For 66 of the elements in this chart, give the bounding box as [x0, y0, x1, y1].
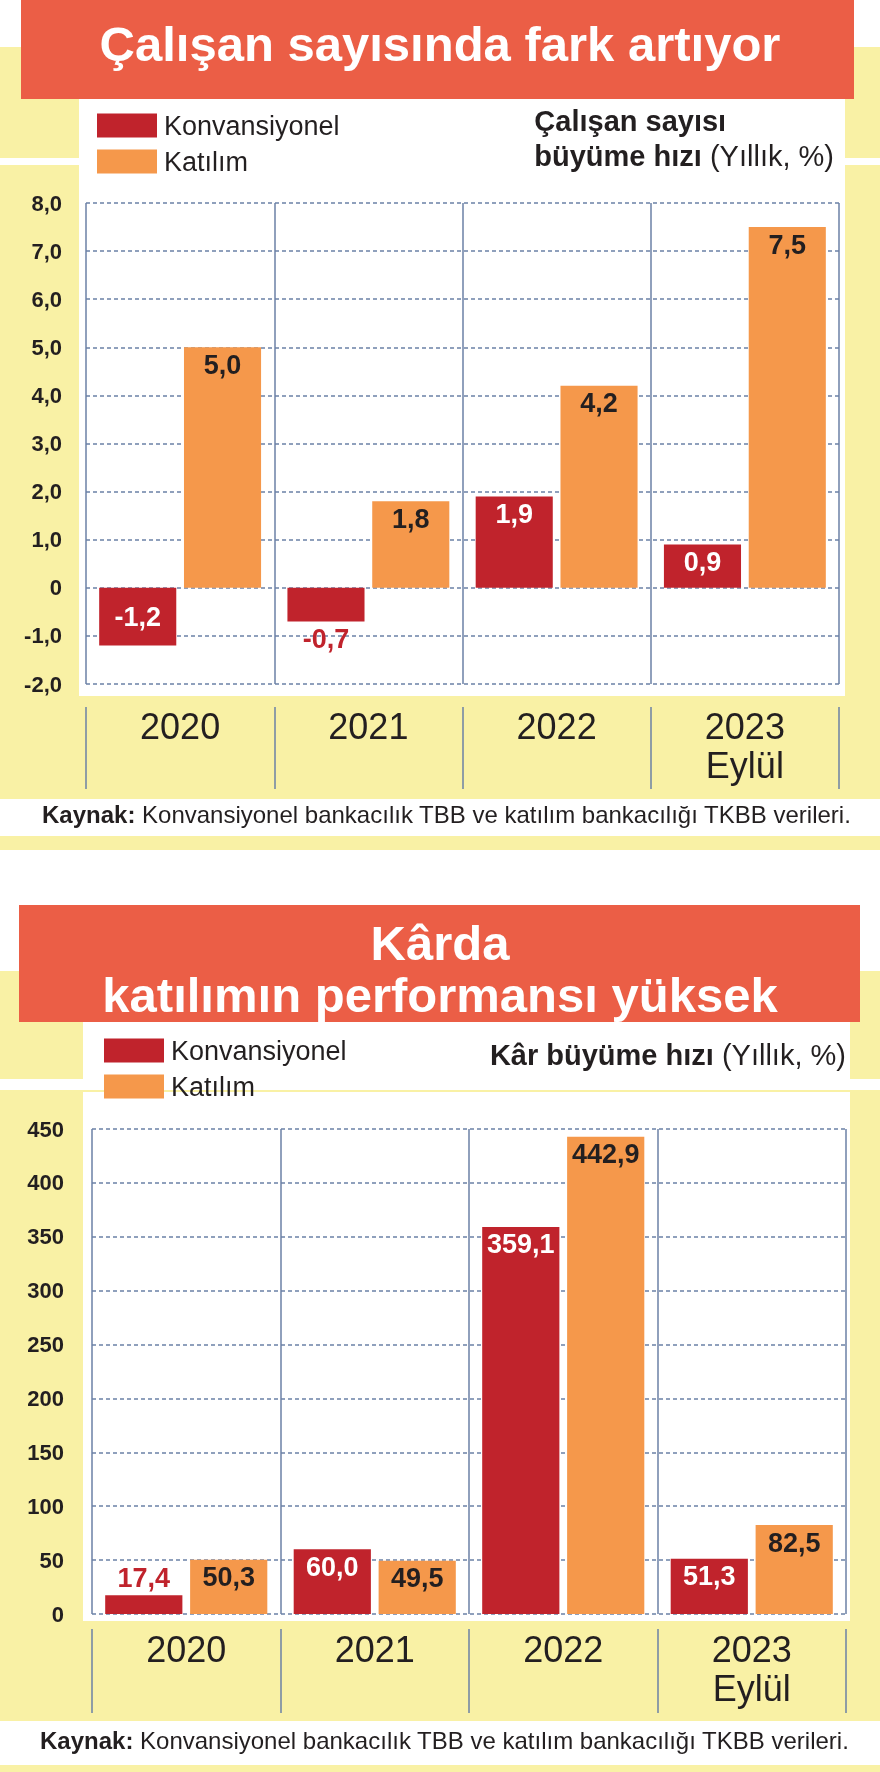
data-label: 442,9: [571, 1139, 640, 1170]
chart-title: Çalışan sayısında fark artıyor: [99, 17, 781, 71]
legend-label: Katılım: [164, 146, 249, 177]
bar: [287, 587, 365, 622]
x-tick-label: 2023 Eylül: [711, 1629, 792, 1709]
y-tick-label: 1,0: [31, 527, 62, 553]
bar: [567, 1136, 645, 1614]
y-tick-label: 100: [27, 1493, 64, 1519]
data-label: 49,5: [390, 1563, 444, 1594]
chart-subtitle: Kâr büyüme hızı (Yıllık, %): [489, 1038, 847, 1071]
y-tick-label: 50: [39, 1547, 64, 1573]
y-tick-label: 3,0: [31, 431, 62, 456]
y-tick-label: -1,0: [24, 623, 62, 649]
bar: [372, 501, 450, 588]
y-tick-label: 400: [27, 1170, 64, 1196]
bar: [105, 1595, 183, 1614]
x-tick-label: 2022: [516, 706, 597, 747]
bar: [475, 496, 553, 588]
data-label: 0,9: [683, 547, 722, 578]
chart-subtitle: Çalışan sayısı büyüme hızı (Yıllık, %): [534, 104, 835, 172]
bar: [560, 385, 638, 588]
bar: [755, 1525, 833, 1614]
bar: [183, 347, 262, 588]
y-tick-label: 350: [27, 1224, 64, 1250]
x-tick-label: 2020: [146, 1629, 227, 1670]
y-tick-label: 0: [51, 1601, 64, 1627]
legend-label: Katılım: [171, 1071, 256, 1102]
data-label: 51,3: [683, 1561, 736, 1592]
y-tick-label: 7,0: [31, 238, 62, 264]
y-tick-label: 4,0: [31, 382, 62, 408]
legend-label: Konvansiyonel: [171, 1035, 347, 1066]
data-label: 82,5: [767, 1527, 821, 1558]
x-tick-label: 2023 Eylül: [704, 706, 785, 786]
y-tick-label: 450: [27, 1116, 64, 1142]
x-tick-label: 2021: [328, 706, 409, 747]
chart-title: Kârda katılımın performansı yüksek: [102, 916, 779, 1022]
y-tick-label: 150: [27, 1439, 64, 1465]
y-tick-label: 250: [27, 1332, 64, 1358]
data-label: 7,5: [768, 229, 807, 260]
y-tick-label: -2,0: [24, 671, 62, 697]
data-label: 1,9: [495, 498, 533, 529]
text: Kaynak: Konvansiyonel bankacılık TBB ve katılım bankacılığı TKBB verileri.: [42, 800, 851, 828]
data-label: 60,0: [306, 1551, 359, 1582]
x-tick-label: 2022: [523, 1629, 604, 1670]
y-tick-label: 2,0: [31, 479, 62, 505]
x-tick-label: 2021: [334, 1629, 415, 1670]
bar: [748, 227, 826, 588]
y-tick-label: 200: [27, 1385, 64, 1411]
y-tick-label: 300: [27, 1278, 64, 1304]
y-tick-label: 8,0: [31, 190, 62, 216]
bar: [99, 587, 177, 646]
y-tick-label: 5,0: [31, 334, 62, 360]
data-label: -1,2: [114, 601, 161, 632]
data-label: 17,4: [117, 1562, 171, 1593]
y-tick-label: 0: [49, 575, 62, 601]
data-label: 5,0: [203, 349, 242, 380]
bar: [482, 1226, 560, 1614]
data-label: 4,2: [580, 388, 618, 419]
data-label: -0,7: [302, 623, 350, 654]
text: Kaynak: Konvansiyonel bankacılık TBB ve katılım bankacılığı TKBB verileri.: [40, 1726, 849, 1754]
data-label: 50,3: [202, 1562, 255, 1593]
data-label: 1,8: [392, 503, 430, 534]
legend-label: Konvansiyonel: [164, 110, 340, 141]
y-tick-label: 6,0: [31, 286, 62, 312]
x-tick-label: 2020: [140, 706, 221, 747]
data-label: 359,1: [487, 1229, 555, 1260]
